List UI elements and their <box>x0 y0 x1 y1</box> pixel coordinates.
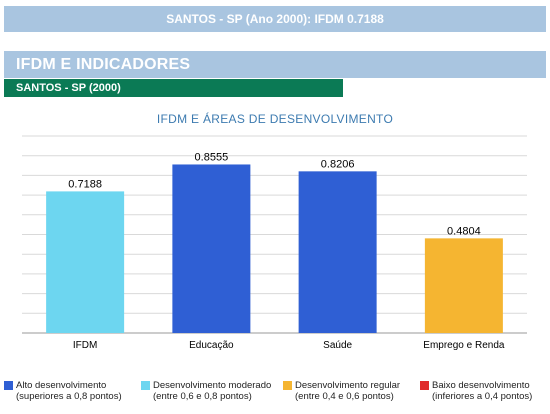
legend-item-moderate: Desenvolvimento moderado (entre 0,6 e 0,… <box>141 380 271 408</box>
x-tick-label-1: Educação <box>189 340 234 351</box>
legend-swatch-high <box>4 381 13 390</box>
legend-label-low: Baixo desenvolvimento <box>432 380 530 391</box>
legend-label-moderate: Desenvolvimento moderado <box>153 380 272 391</box>
legend-item-low: Baixo desenvolvimento (inferiores a 0,4 … <box>420 380 532 408</box>
section-title: IFDM E INDICADORES <box>16 55 191 73</box>
top-banner: SANTOS - SP (Ano 2000): IFDM 0.7188 <box>4 6 546 32</box>
value-label-1: 0.8555 <box>195 151 229 163</box>
bar-1 <box>172 164 251 333</box>
value-label-0: 0.7188 <box>68 178 102 190</box>
legend-range-moderate: (entre 0,6 e 0,8 pontos) <box>153 391 252 402</box>
legend-range-regular: (entre 0,4 e 0,6 pontos) <box>295 391 394 402</box>
legend-label-regular: Desenvolvimento regular <box>295 380 401 391</box>
legend-item-regular: Desenvolvimento regular (entre 0,4 e 0,6… <box>283 380 400 408</box>
value-label-2: 0.8206 <box>321 158 355 170</box>
x-tick-label-0: IFDM <box>73 340 97 351</box>
legend-swatch-regular <box>283 381 292 390</box>
value-label-3: 0.4804 <box>447 225 481 237</box>
legend-swatch-moderate <box>141 381 150 390</box>
bar-3 <box>424 238 503 333</box>
x-tick-label-2: Saúde <box>323 340 352 351</box>
city-bar: SANTOS - SP (2000) <box>4 79 343 97</box>
bar-2 <box>298 171 377 333</box>
legend-range-low: (inferiores a 0,4 pontos) <box>432 391 533 402</box>
city-label: SANTOS - SP (2000) <box>16 82 121 94</box>
chart-title: IFDM E ÁREAS DE DESENVOLVIMENTO <box>156 112 394 126</box>
legend-range-high: (superiores a 0,8 pontos) <box>16 391 122 402</box>
legend-label-high: Alto desenvolvimento <box>16 380 107 391</box>
bar-0 <box>46 191 125 333</box>
top-banner-text: SANTOS - SP (Ano 2000): IFDM 0.7188 <box>166 12 384 26</box>
legend-item-high: Alto desenvolvimento (superiores a 0,8 p… <box>4 380 122 408</box>
section-header: IFDM E INDICADORES <box>4 51 546 78</box>
x-tick-label-3: Emprego e Renda <box>423 340 505 351</box>
legend-swatch-low <box>420 381 429 390</box>
